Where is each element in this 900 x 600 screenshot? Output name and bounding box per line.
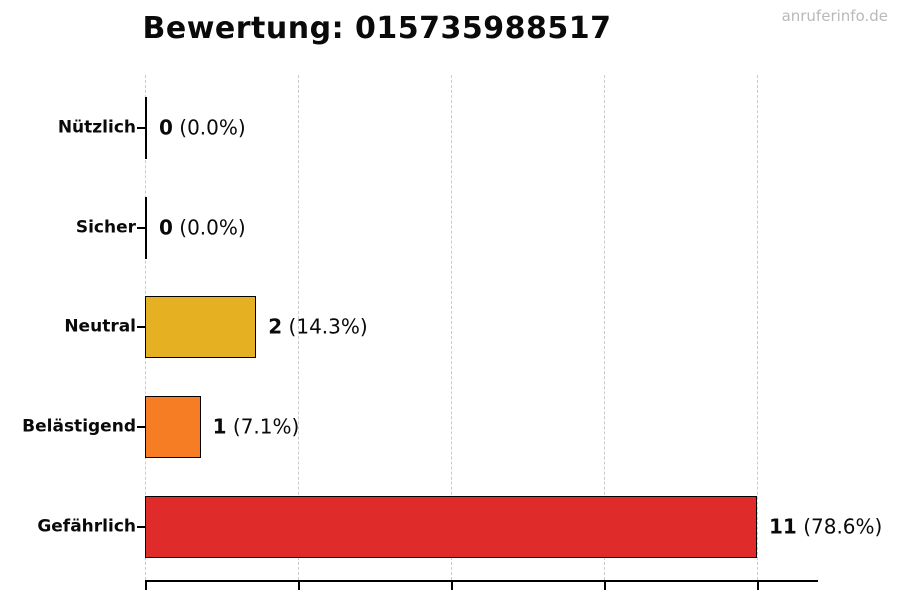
value-percent: (14.3%) — [282, 314, 368, 339]
category-label: Neutral — [64, 316, 136, 337]
bar — [145, 296, 257, 358]
y-axis-tick — [137, 326, 145, 328]
category-label: Sicher — [75, 217, 136, 238]
y-axis-tick — [137, 227, 145, 229]
y-axis-tick — [137, 526, 145, 528]
zero-value-bar — [145, 97, 147, 159]
x-axis-line — [145, 580, 818, 582]
zero-value-bar — [145, 197, 147, 259]
value-count: 2 — [268, 314, 283, 339]
value-label: 0 (0.0%) — [159, 116, 246, 140]
value-count: 0 — [159, 115, 173, 140]
x-axis-tick — [451, 582, 453, 590]
value-percent: (0.0%) — [172, 215, 246, 240]
x-axis-tick — [757, 582, 759, 590]
value-label: 11 (78.6%) — [769, 515, 882, 539]
watermark-text: anruferinfo.de — [781, 7, 888, 25]
category-label: Belästigend — [22, 416, 136, 437]
x-axis-tick — [145, 582, 147, 590]
x-axis-tick — [604, 582, 606, 590]
value-label: 1 (7.1%) — [213, 415, 300, 439]
bar — [145, 396, 201, 458]
value-percent: (78.6%) — [796, 514, 883, 539]
value-label: 0 (0.0%) — [159, 216, 246, 240]
value-label: 2 (14.3%) — [268, 315, 367, 339]
category-label: Gefährlich — [37, 516, 136, 537]
y-axis-tick — [137, 127, 145, 129]
bar — [145, 496, 757, 558]
value-percent: (7.1%) — [226, 414, 300, 439]
chart-title: Bewertung: 015735988517 — [142, 11, 612, 46]
x-gridline — [451, 75, 452, 580]
x-gridline — [298, 75, 299, 580]
x-gridline — [757, 75, 758, 580]
value-percent: (0.0%) — [172, 115, 246, 140]
x-gridline — [604, 75, 605, 580]
x-axis-tick — [298, 582, 300, 590]
value-count: 1 — [212, 414, 227, 439]
y-axis-tick — [137, 426, 145, 428]
value-count: 11 — [769, 514, 797, 539]
value-count: 0 — [159, 215, 173, 240]
category-label: Nützlich — [57, 117, 136, 138]
